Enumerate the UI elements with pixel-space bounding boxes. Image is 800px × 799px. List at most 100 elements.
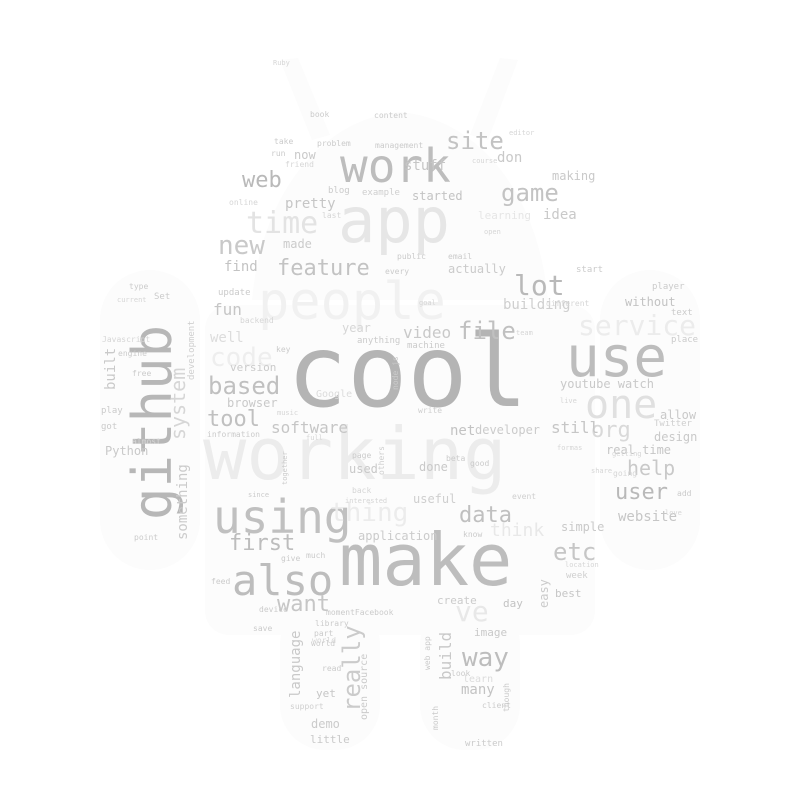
cloud-word: content (374, 111, 408, 120)
cloud-word: player (652, 282, 685, 292)
cloud-word: learning (478, 209, 531, 222)
cloud-word: org (591, 418, 631, 443)
cloud-word: blog (328, 186, 350, 196)
cloud-word: friend (285, 160, 314, 169)
cloud-word: use (566, 325, 668, 390)
cloud-word: idea (543, 207, 577, 223)
left-arm-shape (100, 270, 200, 570)
cloud-word: text (671, 308, 693, 318)
cloud-word: think (490, 520, 545, 541)
cloud-word: based (208, 372, 281, 400)
right-leg-shape (420, 600, 520, 750)
cloud-word: others (377, 446, 386, 475)
cloud-word: tool (207, 407, 260, 432)
cloud-word: data (459, 503, 512, 528)
cloud-word: Set (154, 292, 171, 302)
cloud-word: world (311, 639, 336, 648)
cloud-word: pretty (285, 196, 336, 212)
cloud-word: live (560, 397, 577, 405)
cloud-word: system (166, 367, 190, 440)
cloud-word: file (458, 317, 516, 345)
cloud-word: Python (105, 444, 149, 458)
cloud-word: month (431, 705, 440, 730)
cloud-word: Ruby (273, 59, 290, 67)
cloud-word: Twitter (654, 419, 692, 429)
cloud-word: editor (509, 129, 535, 137)
cloud-word: code (210, 343, 273, 373)
cloud-word: web app (423, 636, 432, 670)
cloud-word: device (259, 605, 288, 614)
cloud-word: know (463, 530, 483, 539)
left-antenna-shape (280, 58, 330, 140)
cloud-word: user (615, 480, 668, 505)
cloud-word: email (448, 252, 473, 261)
cloud-word: game (501, 179, 559, 207)
cloud-word: image (474, 626, 508, 639)
cloud-word: little (310, 733, 350, 746)
cloud-word: information (207, 430, 260, 439)
cloud-word: create (437, 594, 477, 607)
cloud-word: don (497, 150, 523, 166)
cloud-word: play (101, 406, 123, 416)
cloud-word: fun (213, 300, 242, 319)
cloud-word: Javascript (102, 335, 151, 344)
cloud-word: simple (561, 520, 605, 534)
cloud-word: write (418, 406, 443, 415)
cloud-word: backend (240, 316, 274, 325)
cloud-word: back (352, 486, 372, 495)
cloud-word: built (103, 347, 119, 390)
cloud-word: take (274, 137, 294, 146)
cloud-word: Google (316, 389, 353, 400)
cloud-word: etc (553, 538, 597, 566)
cloud-word: web (242, 168, 282, 193)
cloud-word: site (446, 127, 504, 155)
cloud-word: software (271, 418, 349, 437)
cloud-word: free (132, 369, 152, 378)
cloud-word: point (134, 533, 159, 542)
cloud-word: find (224, 259, 258, 275)
cloud-word: give (281, 554, 301, 563)
cloud-word: going (613, 469, 638, 478)
cloud-word: support (290, 702, 324, 711)
cloud-word: client (482, 701, 511, 710)
cloud-word: people (258, 272, 446, 332)
cloud-word: started (412, 189, 463, 203)
cloud-word: application (358, 529, 438, 543)
cloud-word: help (627, 456, 676, 480)
cloud-word: problem (317, 139, 351, 148)
cloud-word: done (419, 460, 448, 474)
right-arm-shape (600, 270, 700, 570)
cloud-word: start (576, 265, 604, 275)
cloud-word: service (578, 309, 697, 342)
cloud-word: team (516, 329, 533, 337)
cloud-word: stuff (404, 158, 447, 174)
cloud-word: feature (277, 256, 370, 281)
cloud-word: yet (316, 687, 336, 700)
cloud-word: work (340, 139, 451, 193)
cloud-word: update (218, 288, 251, 298)
cloud-word: share (591, 467, 613, 475)
cloud-word: getting (612, 450, 642, 458)
cloud-word: save (253, 624, 273, 633)
cloud-word: though (502, 683, 511, 712)
cloud-word: beta (446, 454, 466, 463)
cloud-word: new (218, 231, 265, 261)
cloud-word: without (625, 295, 676, 309)
cloud-word: different (546, 299, 590, 308)
cloud-word: development (187, 320, 197, 380)
cloud-word: browser (227, 396, 278, 410)
cloud-word: interested (345, 497, 388, 505)
cloud-word: current (117, 296, 147, 304)
cloud-word: want (277, 592, 330, 617)
cloud-word: online (229, 198, 258, 207)
cloud-word: first (229, 531, 296, 556)
cloud-word: still (551, 418, 600, 437)
robot-body-shape (205, 305, 595, 635)
cloud-word: event (512, 492, 537, 501)
cloud-word: part (314, 629, 334, 638)
left-leg-shape (280, 600, 380, 750)
right-antenna-shape (470, 58, 518, 140)
cloud-word: much (306, 551, 326, 560)
cloud-word: feed (211, 577, 231, 586)
